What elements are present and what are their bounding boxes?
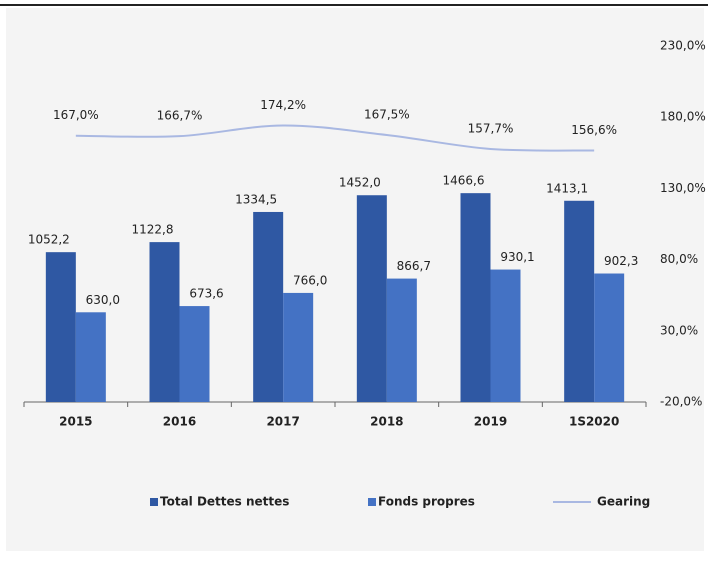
line <box>75 124 595 152</box>
data-label: 1452,0 <box>339 176 381 190</box>
data-label: 156,6% <box>571 123 617 137</box>
y2-tick-label: 80,0% <box>660 252 698 266</box>
data-label: 930,1 <box>500 250 534 264</box>
bar <box>564 200 595 402</box>
legend-swatch <box>150 498 158 506</box>
data-label: 866,7 <box>397 259 431 273</box>
data-label: 167,0% <box>53 108 99 122</box>
bar <box>75 312 106 402</box>
data-label: 166,7% <box>157 109 203 123</box>
y2-tick-label: -20,0% <box>660 395 702 409</box>
legend-label: Gearing <box>597 495 650 509</box>
bar <box>386 278 417 402</box>
data-label: 174,2% <box>260 98 306 112</box>
legend-label: Fonds propres <box>378 495 475 509</box>
data-label: 1334,5 <box>235 192 277 206</box>
x-tick-label: 2015 <box>59 415 92 429</box>
y2-tick-label: 230,0% <box>660 39 706 53</box>
y2-tick-label: 180,0% <box>660 110 706 124</box>
y2-tick-label: 130,0% <box>660 181 706 195</box>
x-tick-label: 2018 <box>370 415 403 429</box>
data-label: 1052,2 <box>28 233 70 247</box>
data-label: 157,7% <box>468 121 514 135</box>
data-label: 673,6 <box>189 287 223 301</box>
bar <box>253 211 284 402</box>
x-tick-label: 2016 <box>163 415 196 429</box>
legend-label: Total Dettes nettes <box>160 495 289 509</box>
bar <box>356 195 387 402</box>
bar <box>460 193 491 402</box>
bar <box>283 292 314 402</box>
data-label: 1122,8 <box>132 223 174 237</box>
data-label: 167,5% <box>364 108 410 122</box>
bar <box>149 242 180 402</box>
bar <box>490 269 521 402</box>
x-tick-label: 2019 <box>474 415 507 429</box>
data-label: 902,3 <box>604 254 638 268</box>
bar <box>179 306 210 402</box>
y2-tick-label: 30,0% <box>660 323 698 337</box>
data-label: 630,0 <box>86 293 120 307</box>
x-tick-label: 2017 <box>266 415 299 429</box>
data-label: 1413,1 <box>546 181 588 195</box>
bar <box>594 273 625 402</box>
x-tick-label: 1S2020 <box>569 415 619 429</box>
data-label: 766,0 <box>293 273 327 287</box>
bar <box>45 252 76 402</box>
data-label: 1466,6 <box>443 174 485 188</box>
legend-swatch <box>368 498 376 506</box>
